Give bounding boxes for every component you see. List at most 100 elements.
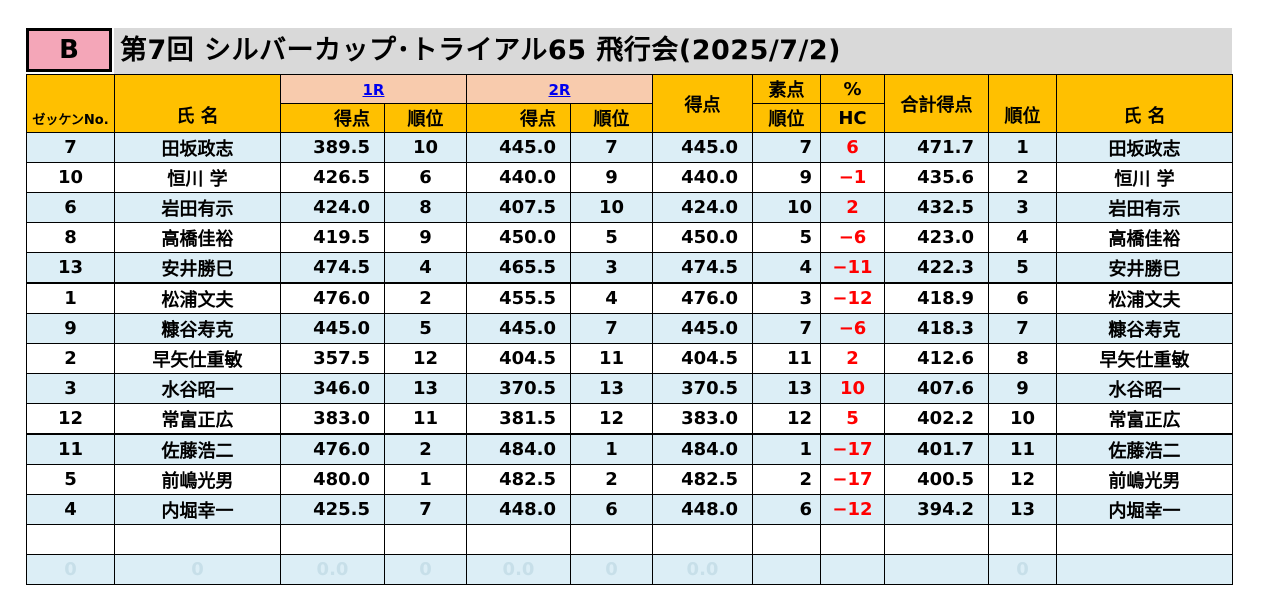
empty-cell <box>466 524 571 555</box>
hc-cell: −6 <box>820 313 885 344</box>
final-name-cell: 岩田有示 <box>1056 192 1233 223</box>
empty-cell <box>114 524 281 555</box>
header-raw-rank: 順位 <box>752 103 821 133</box>
header-best-score: 得点 <box>652 74 753 133</box>
final-name-cell: 水谷昭一 <box>1056 373 1233 404</box>
r2-score-cell: 450.0 <box>466 222 571 253</box>
r1-score-cell: 424.0 <box>280 192 385 223</box>
zekken-cell: 3 <box>26 373 115 404</box>
total-cell: 401.7 <box>884 433 989 465</box>
total-cell: 402.2 <box>884 403 989 435</box>
r2-rank-cell: 9 <box>570 162 653 193</box>
r1-score-cell: 389.5 <box>280 132 385 163</box>
final-name-cell: 前嶋光男 <box>1056 464 1233 495</box>
place-cell: 1 <box>988 132 1057 163</box>
zekken-cell: 7 <box>26 132 115 163</box>
placeholder-cell: 0.0 <box>652 554 753 585</box>
zekken-cell: 6 <box>26 192 115 223</box>
raw-rank-cell: 6 <box>752 494 821 525</box>
total-cell: 422.3 <box>884 252 989 284</box>
r1-rank-cell: 12 <box>384 343 467 374</box>
r1-rank-cell: 2 <box>384 433 467 465</box>
hc-cell: −17 <box>820 464 885 495</box>
final-name-cell: 内堀幸一 <box>1056 494 1233 525</box>
r2-score-cell: 445.0 <box>466 132 571 163</box>
raw-rank-cell: 9 <box>752 162 821 193</box>
r1-rank-cell: 6 <box>384 162 467 193</box>
r2-rank-cell: 2 <box>570 464 653 495</box>
header-round-2[interactable]: 2R <box>466 74 653 104</box>
hc-cell: 10 <box>820 373 885 404</box>
name-cell: 糠谷寿克 <box>114 313 281 344</box>
name-cell: 早矢仕重敏 <box>114 343 281 374</box>
header-final-rank: 順位 <box>988 74 1057 133</box>
r1-rank-cell: 1 <box>384 464 467 495</box>
raw-rank-cell: 5 <box>752 222 821 253</box>
r2-rank-cell: 13 <box>570 373 653 404</box>
table-row: 13 安井勝巳 474.5 4 465.5 3 474.5 4 −11 422.3 5 安井勝巳 <box>26 252 1233 284</box>
name-cell: 佐藤浩二 <box>114 433 281 465</box>
table-row: 4 内堀幸一 425.5 7 448.0 6 448.0 6 −12 394.2 13 内堀幸一 <box>26 494 1233 525</box>
round-1-link[interactable]: 1R <box>362 80 385 99</box>
final-name-cell: 早矢仕重敏 <box>1056 343 1233 374</box>
zekken-cell: 12 <box>26 403 115 435</box>
r2-score-cell: 448.0 <box>466 494 571 525</box>
best-score-cell: 474.5 <box>652 252 753 284</box>
zekken-cell: 13 <box>26 252 115 284</box>
final-name-cell: 松浦文夫 <box>1056 282 1233 314</box>
table-row: 1 松浦文夫 476.0 2 455.5 4 476.0 3 −12 418.9 6 松浦文夫 <box>26 282 1233 314</box>
total-cell: 423.0 <box>884 222 989 253</box>
best-score-cell: 448.0 <box>652 494 753 525</box>
table-row: 2 早矢仕重敏 357.5 12 404.5 11 404.5 11 2 412.6 8 早矢仕重敏 <box>26 343 1233 374</box>
place-cell: 6 <box>988 282 1057 314</box>
best-score-cell: 482.5 <box>652 464 753 495</box>
best-score-cell: 424.0 <box>652 192 753 223</box>
empty-cell <box>884 524 989 555</box>
best-score-cell: 450.0 <box>652 222 753 253</box>
best-score-cell: 445.0 <box>652 313 753 344</box>
r2-score-cell: 381.5 <box>466 403 571 435</box>
place-cell: 11 <box>988 433 1057 465</box>
zekken-cell: 2 <box>26 343 115 374</box>
best-score-cell: 445.0 <box>652 132 753 163</box>
results-table: ゼッケンNo. 氏 名 1R 2R 得点 素点 % 合計得点 順位 氏 名 得点… <box>26 74 1233 585</box>
r1-rank-cell: 10 <box>384 132 467 163</box>
r2-rank-cell: 6 <box>570 494 653 525</box>
place-cell: 12 <box>988 464 1057 495</box>
place-cell: 7 <box>988 313 1057 344</box>
r2-score-cell: 404.5 <box>466 343 571 374</box>
raw-rank-cell: 3 <box>752 282 821 314</box>
best-score-cell: 440.0 <box>652 162 753 193</box>
name-cell: 松浦文夫 <box>114 282 281 314</box>
header-hc: HC <box>820 103 885 133</box>
zekken-cell: 8 <box>26 222 115 253</box>
round-2-link[interactable]: 2R <box>548 80 571 99</box>
header-round-1[interactable]: 1R <box>280 74 467 104</box>
header-r1-rank: 順位 <box>384 103 467 133</box>
r2-rank-cell: 7 <box>570 313 653 344</box>
title-bar: B 第7回 シルバーカップ･トライアル65 飛行会(2025/7/2) <box>26 28 1232 74</box>
raw-rank-cell: 7 <box>752 313 821 344</box>
zekken-cell: 4 <box>26 494 115 525</box>
placeholder-cell <box>884 554 989 585</box>
empty-row <box>26 524 1233 555</box>
r2-rank-cell: 7 <box>570 132 653 163</box>
r1-rank-cell: 9 <box>384 222 467 253</box>
name-cell: 田坂政志 <box>114 132 281 163</box>
r1-score-cell: 357.5 <box>280 343 385 374</box>
placeholder-cell <box>820 554 885 585</box>
r1-score-cell: 476.0 <box>280 282 385 314</box>
table-row: 9 糠谷寿克 445.0 5 445.0 7 445.0 7 −6 418.3 7 糠谷寿克 <box>26 313 1233 344</box>
hc-cell: 2 <box>820 192 885 223</box>
table-row: 8 高橋佳裕 419.5 9 450.0 5 450.0 5 −6 423.0 4 高橋佳裕 <box>26 222 1233 253</box>
best-score-cell: 370.5 <box>652 373 753 404</box>
raw-rank-cell: 2 <box>752 464 821 495</box>
header-r2-rank: 順位 <box>570 103 653 133</box>
header-r2-score: 得点 <box>466 103 571 133</box>
table-row: 12 常富正広 383.0 11 381.5 12 383.0 12 5 402.2 10 常富正広 <box>26 403 1233 435</box>
final-name-cell: 高橋佳裕 <box>1056 222 1233 253</box>
zekken-cell: 10 <box>26 162 115 193</box>
r1-rank-cell: 5 <box>384 313 467 344</box>
name-cell: 常富正広 <box>114 403 281 435</box>
place-cell: 9 <box>988 373 1057 404</box>
